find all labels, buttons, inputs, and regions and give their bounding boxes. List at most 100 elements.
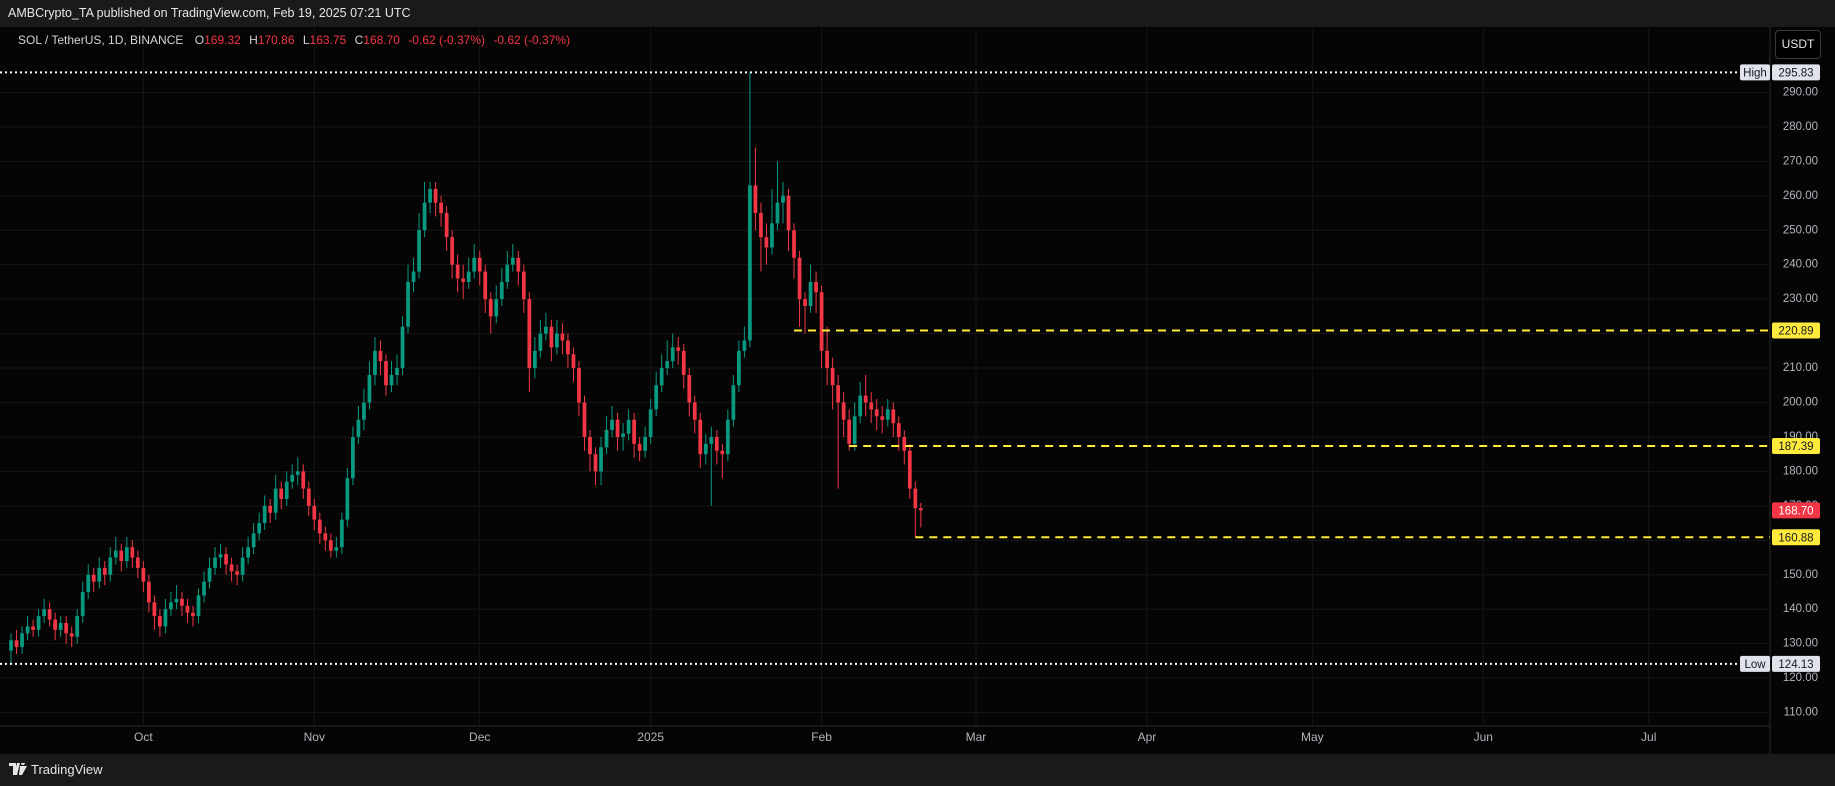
candle-body	[301, 471, 306, 489]
candle-body	[433, 188, 438, 203]
level-tag	[1772, 529, 1820, 546]
candle-body	[836, 385, 841, 403]
candle-body	[874, 409, 879, 417]
candle-body	[532, 350, 537, 369]
level-label: 187.39	[1778, 441, 1813, 453]
candle-body	[858, 395, 863, 417]
candle-body	[681, 350, 686, 375]
candle-body	[75, 616, 80, 637]
candle-body	[803, 299, 807, 307]
candle-body	[687, 374, 692, 403]
candle-body	[748, 185, 752, 341]
candle-body	[913, 488, 918, 509]
candle-body	[362, 402, 366, 420]
y-tick-label: 110.00	[1784, 707, 1818, 719]
candle-body	[510, 257, 515, 265]
x-tick-label: May	[1301, 730, 1324, 744]
candle-body	[885, 409, 890, 420]
candle-body	[461, 278, 466, 282]
candle-body	[169, 602, 173, 610]
candle-body	[902, 436, 907, 451]
candle-body	[891, 409, 896, 424]
x-tick-label: 2025	[637, 730, 664, 744]
candle-body	[91, 574, 96, 582]
candle-body	[246, 547, 251, 558]
candle-body	[119, 550, 124, 561]
legend-value: 168.70	[363, 33, 400, 47]
candle-body	[400, 326, 405, 369]
candle-body	[852, 416, 857, 444]
candle-body	[180, 598, 184, 606]
candle-body	[659, 368, 664, 386]
candle-body	[312, 505, 317, 520]
candle-body	[367, 374, 372, 403]
candle-body	[130, 547, 135, 558]
candle-body	[273, 488, 278, 513]
candle-body	[163, 609, 168, 627]
candle-body	[328, 540, 333, 551]
candle-body	[135, 557, 140, 568]
candle-body	[896, 423, 901, 437]
candle-body	[42, 609, 46, 617]
candle-body	[406, 281, 410, 327]
candle-body	[229, 564, 234, 572]
candle-body	[483, 271, 488, 300]
candle-body	[698, 419, 703, 455]
candle-body	[654, 385, 659, 410]
y-tick-label: 260.00	[1783, 190, 1818, 202]
candle-body	[725, 419, 730, 455]
legend-key: H	[249, 33, 258, 47]
candle-body	[643, 436, 648, 451]
candle-body	[86, 574, 91, 592]
candle-body	[588, 436, 592, 455]
candle-body	[345, 478, 350, 520]
candle-body	[262, 505, 267, 524]
candle-body	[847, 419, 852, 444]
legend-value: 163.75	[309, 33, 347, 47]
candle-body	[648, 409, 653, 437]
candle-body	[615, 419, 620, 437]
candle-body	[814, 281, 818, 293]
candle-body	[31, 626, 35, 630]
candle-body	[577, 368, 581, 403]
candle-body	[825, 350, 829, 369]
candle-body	[213, 557, 217, 568]
x-tick-label: Feb	[811, 730, 832, 744]
candle-body	[466, 271, 471, 282]
x-tick-label: Apr	[1138, 730, 1157, 744]
candle-body	[306, 488, 311, 506]
legend-change: -0.62 (-0.37%)	[493, 33, 571, 47]
brand: TradingView	[31, 761, 103, 777]
candle-body	[626, 419, 631, 434]
candle-body	[753, 185, 758, 214]
level-tag	[1772, 64, 1820, 81]
legend-key: O	[194, 33, 205, 47]
candle-body	[235, 571, 239, 575]
candle-body	[351, 436, 355, 479]
candle-body	[384, 361, 388, 386]
candle-body	[665, 361, 670, 369]
candle-body	[334, 547, 339, 551]
candle-body	[670, 347, 675, 362]
candle-body	[549, 326, 554, 348]
candle-body	[582, 402, 587, 437]
candle-body	[317, 519, 322, 534]
candle-body	[759, 213, 763, 238]
candle-body	[505, 264, 510, 282]
candle-body	[610, 419, 614, 431]
candle-body	[20, 633, 24, 648]
legend-key: C	[354, 33, 364, 47]
level-label: 160.88	[1778, 532, 1813, 544]
candle-body	[742, 340, 747, 351]
chart-area	[0, 27, 1835, 754]
candle-body	[141, 567, 146, 582]
y-tick-label: 270.00	[1783, 155, 1818, 167]
candle-body	[703, 443, 708, 455]
currency-button[interactable]: USDT	[1775, 30, 1821, 59]
candle-body	[488, 299, 493, 317]
candle-body	[775, 202, 780, 224]
legend-value: 169.32	[204, 33, 241, 47]
level-label: 220.89	[1778, 326, 1813, 338]
candle-body	[560, 333, 565, 341]
